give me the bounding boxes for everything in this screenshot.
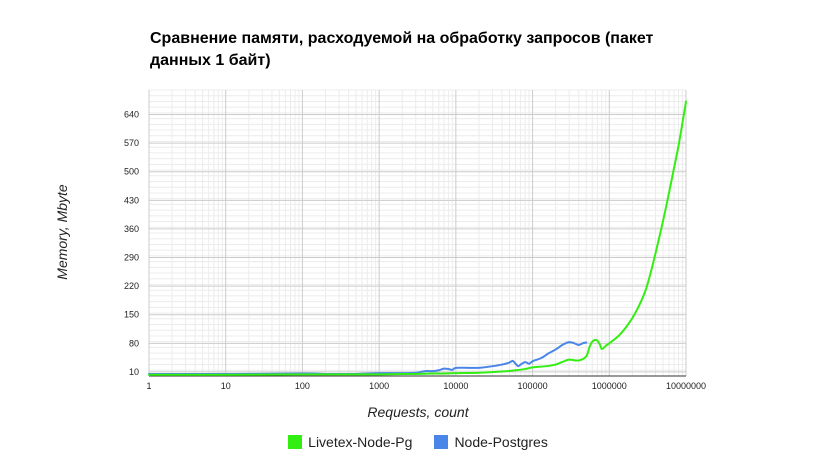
legend-label-livetex: Livetex-Node-Pg xyxy=(308,434,413,450)
x-tick-label: 1000000 xyxy=(592,381,627,391)
x-tick-label: 100 xyxy=(295,381,310,391)
y-tick-label: 570 xyxy=(124,138,139,148)
x-tick-label: 1000 xyxy=(369,381,389,391)
chart-title: Сравнение памяти, расходуемой на обработ… xyxy=(150,30,654,69)
x-tick-label: 10000000 xyxy=(666,381,706,391)
x-axis-title: Requests, count xyxy=(367,404,469,420)
grid-layer xyxy=(148,89,687,377)
series-layer xyxy=(148,100,687,376)
legend-swatch-livetex xyxy=(288,435,303,449)
y-tick-label: 150 xyxy=(124,310,139,320)
y-tick-label: 80 xyxy=(129,338,139,348)
x-tick-label: 10000 xyxy=(443,381,468,391)
x-tick-label: 10 xyxy=(221,381,231,391)
legend: Livetex-Node-Pg Node-Postgres xyxy=(0,434,836,450)
legend-item-node-postgres[interactable]: Node-Postgres xyxy=(434,434,548,450)
legend-swatch-node-postgres xyxy=(434,435,449,449)
y-axis-title: Memory, Mbyte xyxy=(54,184,70,280)
y-tick-label: 500 xyxy=(124,167,139,177)
y-tick-label: 290 xyxy=(124,253,139,263)
x-tick-label: 1 xyxy=(146,381,151,391)
series-line-livetex-node-pg[interactable] xyxy=(148,100,687,376)
y-tick-label: 360 xyxy=(124,224,139,234)
y-tick-label: 10 xyxy=(129,367,139,377)
x-tick-label: 100000 xyxy=(518,381,548,391)
tick-labels: 1 10 100 1000 10000 100000 1000000 10000000 10 80… xyxy=(124,110,706,391)
legend-label-node-postgres: Node-Postgres xyxy=(454,434,548,450)
y-tick-label: 220 xyxy=(124,281,139,291)
y-tick-label: 640 xyxy=(124,110,139,120)
legend-item-livetex[interactable]: Livetex-Node-Pg xyxy=(288,434,412,450)
y-tick-label: 430 xyxy=(124,195,139,205)
